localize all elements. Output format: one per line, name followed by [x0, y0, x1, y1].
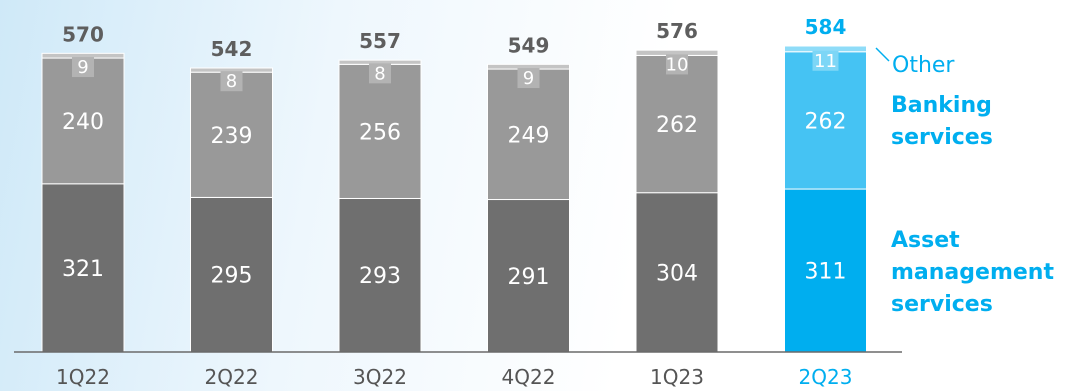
label-asset-1Q22: 321: [62, 257, 104, 282]
tick-2Q23: 2Q23: [799, 365, 853, 389]
total-1Q23: 576: [656, 19, 698, 43]
label-asset-3Q22: 293: [359, 264, 401, 289]
legend: Other Banking services Asset management …: [875, 47, 1054, 317]
label-box-other-2Q23: [812, 50, 839, 71]
label-asset-4Q22: 291: [508, 265, 550, 290]
totals-layer: 570 542 557 549 576 584: [62, 15, 846, 61]
legend-asset-line3: services: [891, 292, 993, 317]
label-banking-2Q22: 239: [211, 124, 253, 149]
label-box-other-1Q22: [72, 57, 94, 78]
legend-other: Other: [892, 53, 955, 78]
label-other-1Q23: 10: [666, 54, 689, 75]
bar-banking-1Q22: [41, 57, 125, 185]
bars-layer: [41, 45, 867, 353]
tick-2Q22: 2Q22: [205, 365, 259, 389]
bar-asset-1Q23: [635, 192, 719, 353]
bar-banking-1Q23: [635, 54, 719, 194]
label-box-other-3Q22: [369, 63, 391, 84]
tick-1Q22: 1Q22: [56, 365, 110, 389]
label-asset-2Q23: 311: [805, 260, 847, 285]
label-banking-4Q22: 249: [508, 123, 550, 148]
label-asset-1Q23: 304: [656, 261, 698, 286]
bar-asset-2Q22: [190, 196, 273, 353]
bar-asset-4Q22: [487, 199, 570, 353]
tick-4Q22: 4Q22: [502, 365, 556, 389]
label-box-other-1Q23: [666, 54, 688, 75]
total-2Q23: 584: [805, 15, 847, 39]
bar-banking-2Q22: [190, 71, 273, 198]
label-other-3Q22: 8: [374, 63, 385, 84]
label-box-other-4Q22: [517, 68, 540, 89]
bar-banking-4Q22: [487, 68, 570, 201]
bar-banking-2Q23: [784, 51, 867, 190]
label-banking-1Q23: 262: [656, 113, 698, 138]
legend-asset-line1: Asset: [891, 228, 960, 253]
total-4Q22: 549: [508, 33, 550, 57]
total-1Q22: 570: [62, 22, 104, 46]
label-banking-2Q23: 262: [805, 109, 847, 134]
bar-asset-1Q22: [41, 183, 125, 353]
label-banking-3Q22: 256: [359, 120, 401, 145]
tick-3Q22: 3Q22: [353, 365, 407, 389]
legend-other-leader: [875, 47, 890, 62]
label-other-1Q22: 9: [77, 57, 88, 78]
legend-asset-line2: management: [891, 260, 1054, 285]
legend-banking-line2: services: [891, 125, 993, 150]
label-other-4Q22: 9: [523, 68, 534, 89]
label-other-2Q22: 8: [226, 71, 237, 92]
label-asset-2Q22: 295: [211, 264, 253, 289]
total-3Q22: 557: [359, 29, 401, 53]
bar-asset-2Q23: [784, 188, 867, 353]
label-box-other-2Q22: [220, 71, 243, 92]
label-banking-1Q22: 240: [62, 110, 104, 135]
total-2Q22: 542: [211, 37, 253, 61]
x-tick-labels: 1Q22 2Q22 3Q22 4Q22 1Q23 2Q23: [56, 365, 852, 389]
segment-labels-layer: 321 240 9 295 239 8 293 256 8 291 249 9 304 262 10 311 2…: [62, 50, 847, 290]
tick-1Q23: 1Q23: [650, 365, 704, 389]
legend-banking-line1: Banking: [891, 93, 992, 118]
label-other-2Q23: 11: [814, 51, 837, 72]
